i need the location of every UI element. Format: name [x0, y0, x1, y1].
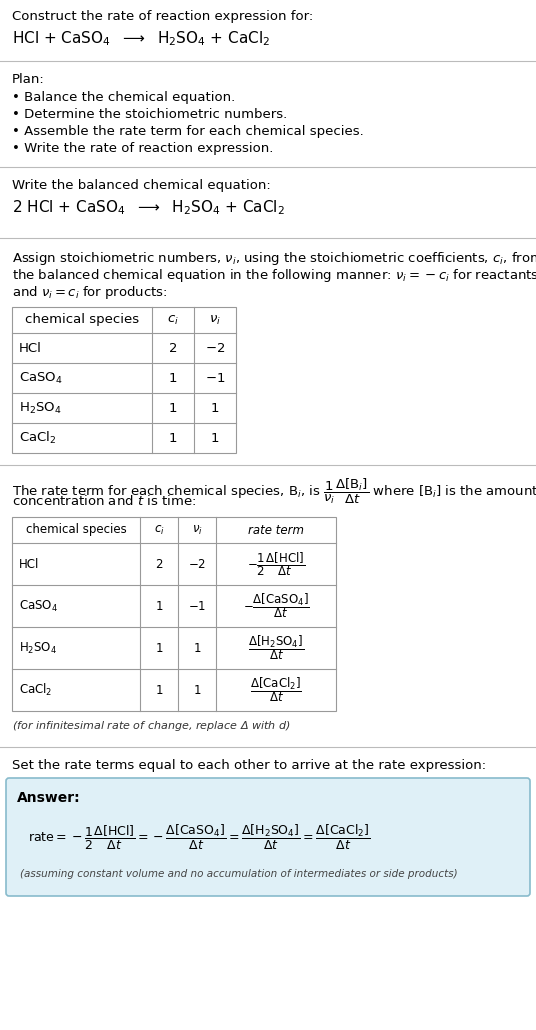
Text: 1: 1 — [155, 642, 163, 654]
Text: Answer:: Answer: — [17, 791, 80, 805]
Text: $-1$: $-1$ — [188, 599, 206, 613]
Text: chemical species: chemical species — [25, 313, 139, 327]
Text: CaCl$_2$: CaCl$_2$ — [19, 682, 53, 698]
Text: • Determine the stoichiometric numbers.: • Determine the stoichiometric numbers. — [12, 108, 287, 121]
Bar — [12, 517, 336, 711]
Text: $\mathrm{rate} = -\dfrac{1}{2}\dfrac{\Delta[\mathrm{HCl}]}{\Delta t} = -\dfrac{\: $\mathrm{rate} = -\dfrac{1}{2}\dfrac{\De… — [28, 823, 370, 852]
Bar — [12, 307, 236, 453]
Text: 1: 1 — [211, 402, 219, 414]
Text: 1: 1 — [155, 684, 163, 696]
Text: 1: 1 — [193, 642, 201, 654]
Text: Set the rate terms equal to each other to arrive at the rate expression:: Set the rate terms equal to each other t… — [12, 759, 486, 772]
Text: • Assemble the rate term for each chemical species.: • Assemble the rate term for each chemic… — [12, 125, 364, 138]
Text: $\nu_i$: $\nu_i$ — [191, 523, 203, 537]
Text: 1: 1 — [193, 684, 201, 696]
Text: 1: 1 — [169, 432, 177, 445]
Text: The rate term for each chemical species, B$_i$, is $\dfrac{1}{\nu_i}\dfrac{\Delt: The rate term for each chemical species,… — [12, 477, 536, 507]
Text: (assuming constant volume and no accumulation of intermediates or side products): (assuming constant volume and no accumul… — [20, 869, 458, 879]
Text: Write the balanced chemical equation:: Write the balanced chemical equation: — [12, 179, 271, 192]
Text: chemical species: chemical species — [26, 523, 126, 537]
Text: $-\dfrac{\Delta[\mathrm{CaSO_4}]}{\Delta t}$: $-\dfrac{\Delta[\mathrm{CaSO_4}]}{\Delta… — [243, 591, 309, 620]
Text: CaCl$_2$: CaCl$_2$ — [19, 430, 56, 446]
Text: concentration and $t$ is time:: concentration and $t$ is time: — [12, 494, 196, 508]
Text: 1: 1 — [169, 372, 177, 384]
Text: HCl: HCl — [19, 342, 42, 354]
Text: rate term: rate term — [248, 523, 304, 537]
Text: 2 HCl + CaSO$_4$  $\longrightarrow$  H$_2$SO$_4$ + CaCl$_2$: 2 HCl + CaSO$_4$ $\longrightarrow$ H$_2$… — [12, 198, 285, 216]
Text: 1: 1 — [169, 402, 177, 414]
Text: CaSO$_4$: CaSO$_4$ — [19, 598, 58, 614]
Text: $-1$: $-1$ — [205, 372, 225, 384]
FancyBboxPatch shape — [6, 778, 530, 896]
Text: and $\nu_i = c_i$ for products:: and $\nu_i = c_i$ for products: — [12, 284, 168, 301]
Text: $c_i$: $c_i$ — [154, 523, 165, 537]
Text: CaSO$_4$: CaSO$_4$ — [19, 371, 63, 385]
Text: $-\dfrac{1}{2}\dfrac{\Delta[\mathrm{HCl}]}{\Delta t}$: $-\dfrac{1}{2}\dfrac{\Delta[\mathrm{HCl}… — [247, 550, 305, 578]
Text: the balanced chemical equation in the following manner: $\nu_i = -c_i$ for react: the balanced chemical equation in the fo… — [12, 267, 536, 284]
Text: • Balance the chemical equation.: • Balance the chemical equation. — [12, 91, 235, 104]
Text: (for infinitesimal rate of change, replace Δ with $d$): (for infinitesimal rate of change, repla… — [12, 719, 291, 733]
Text: H$_2$SO$_4$: H$_2$SO$_4$ — [19, 401, 62, 415]
Text: $\dfrac{\Delta[\mathrm{CaCl_2}]}{\Delta t}$: $\dfrac{\Delta[\mathrm{CaCl_2}]}{\Delta … — [250, 676, 302, 705]
Text: Plan:: Plan: — [12, 73, 44, 85]
Text: $-2$: $-2$ — [188, 557, 206, 571]
Text: $\dfrac{\Delta[\mathrm{H_2SO_4}]}{\Delta t}$: $\dfrac{\Delta[\mathrm{H_2SO_4}]}{\Delta… — [248, 633, 304, 662]
Text: 2: 2 — [169, 342, 177, 354]
Text: Assign stoichiometric numbers, $\nu_i$, using the stoichiometric coefficients, $: Assign stoichiometric numbers, $\nu_i$, … — [12, 250, 536, 267]
Text: H$_2$SO$_4$: H$_2$SO$_4$ — [19, 641, 57, 655]
Text: 1: 1 — [211, 432, 219, 445]
Text: 1: 1 — [155, 599, 163, 613]
Text: 2: 2 — [155, 557, 163, 571]
Text: $-2$: $-2$ — [205, 342, 225, 354]
Text: HCl + CaSO$_4$  $\longrightarrow$  H$_2$SO$_4$ + CaCl$_2$: HCl + CaSO$_4$ $\longrightarrow$ H$_2$SO… — [12, 29, 270, 47]
Text: $c_i$: $c_i$ — [167, 313, 179, 327]
Text: HCl: HCl — [19, 557, 39, 571]
Text: • Write the rate of reaction expression.: • Write the rate of reaction expression. — [12, 142, 273, 154]
Text: Construct the rate of reaction expression for:: Construct the rate of reaction expressio… — [12, 10, 313, 23]
Text: $\nu_i$: $\nu_i$ — [209, 313, 221, 327]
